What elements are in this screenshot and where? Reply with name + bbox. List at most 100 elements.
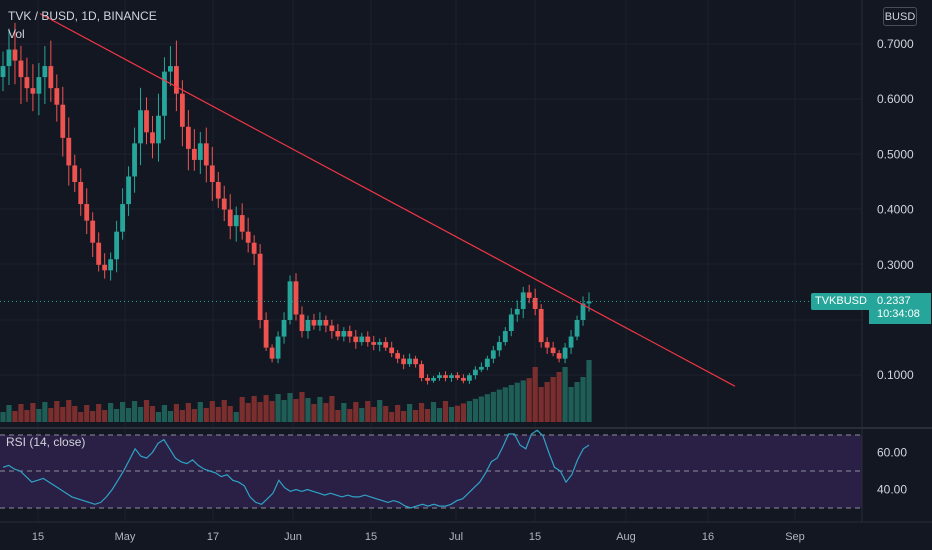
candle-body [257, 253, 263, 320]
candle-body [377, 342, 383, 345]
volume-bar [0, 412, 6, 422]
volume-bar [365, 401, 371, 422]
volume-bar [197, 402, 203, 422]
candle-body [508, 314, 514, 332]
volume-bar [586, 360, 592, 422]
candle-body [174, 66, 179, 94]
volume-bar [6, 405, 12, 422]
candle-body [227, 209, 233, 227]
candle-body [6, 49, 12, 67]
volume-bar [347, 409, 353, 422]
volume-bar [442, 401, 449, 422]
candle-body [305, 320, 311, 332]
volume-bars [0, 360, 592, 422]
rsi-axis: 60.00 40.00 [877, 446, 907, 497]
candle-body [60, 104, 66, 138]
volume-bar [568, 387, 574, 422]
volume-bar [436, 408, 443, 422]
volume-bar [215, 407, 221, 422]
volume-bar [574, 382, 580, 422]
volume-bar [84, 405, 90, 422]
candle-body [0, 66, 6, 78]
volume-bar [239, 397, 245, 422]
volume-bar [526, 378, 532, 422]
candle-body [24, 77, 30, 89]
price-tick-label: 0.6000 [877, 92, 914, 106]
volume-bar [167, 411, 174, 422]
candle-body [562, 347, 568, 359]
volume-bar [36, 409, 42, 422]
candle-body [550, 347, 556, 354]
candle-body [293, 281, 299, 315]
volume-bar [90, 411, 96, 422]
candle-body [168, 66, 173, 72]
volume-bar [401, 411, 407, 422]
candle-body [251, 242, 257, 254]
candle-body [102, 264, 108, 271]
volume-bar [478, 396, 484, 422]
volume-bar [275, 394, 281, 422]
time-tick-label: 15 [529, 531, 541, 543]
volume-bar [72, 406, 78, 422]
volume-bar [383, 406, 389, 422]
candle-body [90, 220, 96, 243]
volume-bar [287, 393, 293, 422]
candle-body [48, 66, 54, 89]
candle-body [269, 347, 275, 359]
candle-body [84, 204, 90, 221]
volume-bar [131, 401, 138, 422]
volume-bar [407, 404, 413, 422]
candle-body [311, 320, 317, 326]
volume-bar [556, 372, 562, 422]
volume-bar [520, 380, 526, 422]
candle-body [461, 377, 466, 381]
rsi-tick-label: 60.00 [877, 446, 907, 460]
currency-button[interactable]: BUSD [883, 7, 917, 26]
rsi-line [2, 429, 590, 509]
volume-bar [377, 400, 383, 422]
time-tick-label: Sep [785, 531, 805, 543]
volume-bar [395, 405, 401, 422]
last-price-value: 0.2337 [877, 295, 911, 307]
trendline[interactable] [39, 13, 736, 387]
candle-body [138, 110, 143, 144]
candle-body [126, 176, 131, 205]
volume-bar [412, 410, 419, 422]
candle-body [263, 320, 269, 348]
volume-bar [137, 407, 144, 422]
candle-body [239, 215, 245, 232]
volume-bar [550, 377, 556, 422]
candle-body [221, 198, 227, 210]
candle-body [108, 259, 114, 271]
volume-bar [78, 412, 84, 422]
volume-bar [329, 396, 335, 422]
candle-body [455, 375, 460, 378]
time-tick-label: 17 [207, 531, 219, 543]
candle-body [335, 331, 341, 337]
candle-body [395, 353, 401, 359]
candle-body [179, 93, 185, 127]
candle-body [185, 126, 191, 149]
candle-body [42, 66, 48, 78]
volume-bar [119, 402, 126, 422]
price-axis[interactable]: 0.7000 0.6000 0.5000 0.4000 0.3000 0.1000 [877, 37, 914, 382]
candle-body [317, 320, 323, 326]
volume-bar [203, 408, 209, 422]
candle-body [197, 143, 203, 160]
rsi-title: RSI (14, close) [6, 435, 86, 449]
volume-bar [317, 397, 323, 422]
volume-bar [149, 406, 156, 422]
price-tick-label: 0.7000 [877, 37, 914, 51]
volume-bar [305, 398, 311, 422]
volume-bar [54, 401, 60, 422]
volume-bar [251, 396, 257, 422]
volume-bar [96, 404, 102, 422]
time-tick-label: Aug [616, 531, 636, 543]
volume-bar [66, 400, 72, 422]
last-price-badge: 0.2337 10:34:08 [869, 293, 931, 324]
candle-body [275, 336, 281, 359]
volume-bar [125, 408, 132, 422]
candle-body [156, 115, 161, 144]
time-axis[interactable]: 15 May 17 Jun 15 Jul 15 Aug 16 Sep [32, 531, 805, 543]
